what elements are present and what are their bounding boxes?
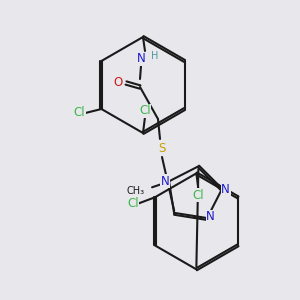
Text: N: N: [136, 52, 146, 65]
Text: O: O: [113, 76, 123, 89]
Text: Cl: Cl: [193, 189, 204, 202]
Text: Cl: Cl: [139, 104, 151, 118]
Text: CH₃: CH₃: [127, 186, 145, 196]
Text: H: H: [151, 51, 159, 61]
Text: N: N: [161, 175, 170, 188]
Text: S: S: [158, 142, 166, 155]
Text: N: N: [206, 210, 215, 224]
Text: N: N: [221, 183, 230, 196]
Text: Cl: Cl: [74, 106, 85, 119]
Text: Cl: Cl: [127, 197, 139, 210]
